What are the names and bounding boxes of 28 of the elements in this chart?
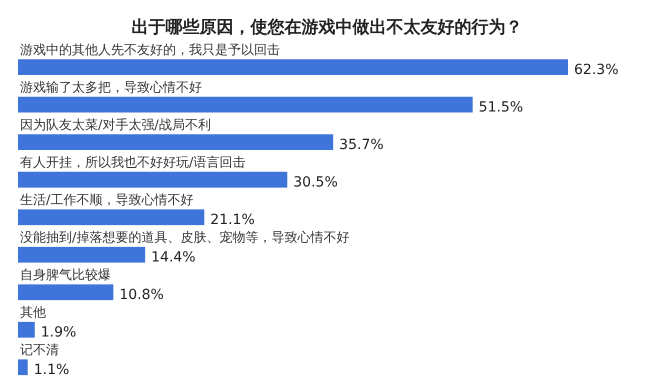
y-tick-label: 自身脾气比较爆 [20, 268, 111, 284]
y-tick-label: 有人开挂，所以我也不好好玩/语言回击 [20, 154, 246, 171]
y-tick-label: 没能抽到/掉落想要的道具、皮肤、宠物等，导致心情不好 [20, 230, 350, 246]
data-label: 14.4% [151, 249, 196, 266]
bar [18, 59, 568, 76]
data-label: 1.1% [34, 362, 70, 378]
bar [18, 246, 146, 263]
data-label: 10.8% [119, 286, 164, 303]
y-tick-label: 因为队友太菜/对手太强/战局不利 [20, 118, 211, 134]
data-label: 62.3% [574, 62, 619, 78]
y-tick-label: 其他 [20, 306, 46, 321]
bar [18, 284, 114, 300]
data-label: 51.5% [478, 99, 524, 116]
chart-title: 出于哪些原因，使您在游戏中做出不太友好的行为？ [132, 18, 522, 38]
bar [18, 172, 288, 188]
bar [18, 322, 35, 338]
data-label: 30.5% [293, 174, 338, 190]
bar [18, 359, 28, 376]
y-tick-label: 游戏中的其他人先不友好的，我只是予以回击 [20, 43, 280, 58]
y-tick-label: 生活/工作不顺，导致心情不好 [20, 192, 194, 208]
data-label: 1.9% [40, 324, 76, 340]
bar [18, 96, 473, 113]
y-tick-label: 记不清 [20, 343, 59, 358]
bar [18, 134, 334, 150]
bar [18, 209, 204, 226]
y-tick-label: 游戏输了太多把，导致心情不好 [20, 80, 202, 96]
data-label: 21.1% [210, 212, 255, 228]
data-label: 35.7% [339, 136, 384, 153]
